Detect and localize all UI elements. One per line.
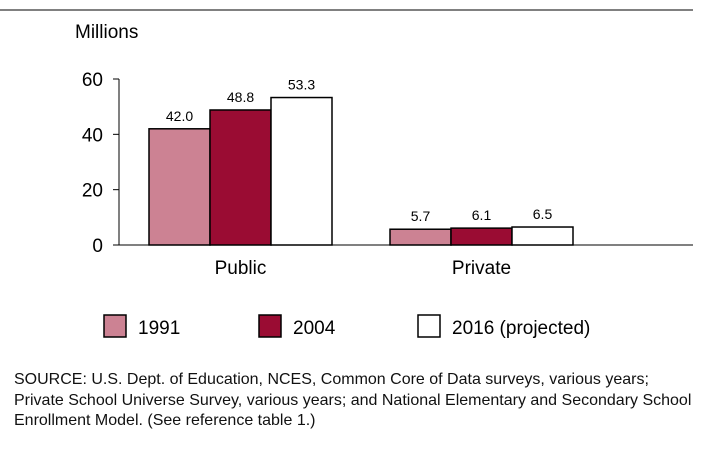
- bar-private-1991: [389, 228, 452, 246]
- bar-private-2004: [450, 227, 513, 246]
- y-tick-label-60: 60: [82, 70, 103, 91]
- data-label-private-1991: 5.7: [411, 208, 431, 224]
- data-label-public-2004: 48.8: [227, 89, 254, 105]
- source-note: SOURCE: U.S. Dept. of Education, NCES, C…: [14, 371, 692, 429]
- bars: 42.0 48.8 53.3 Public 5.7 6.1 6.5 Private: [148, 77, 574, 279]
- legend-label-2016-projected: 2016 (projected): [452, 318, 590, 339]
- category-label-private: Private: [452, 258, 511, 279]
- legend-swatch-2016-projected: [417, 314, 441, 338]
- bar-private-2016-projected: [511, 226, 574, 246]
- bar-public-1991: [148, 128, 211, 246]
- y-tick-label-0: 0: [92, 236, 103, 257]
- legend: 1991 2004 2016 (projected): [103, 314, 590, 339]
- bar-public-2004: [209, 109, 272, 246]
- data-label-public-1991: 42.0: [166, 108, 193, 124]
- bar-chart: Millions 0 20 40 60 42.0 48.8 53.3 Public 5.7 6.…: [0, 9, 693, 339]
- data-label-private-2016-projected: 6.5: [533, 206, 553, 222]
- y-tick-label-40: 40: [82, 125, 103, 146]
- category-label-public: Public: [215, 258, 267, 279]
- legend-label-2004: 2004: [293, 318, 336, 339]
- data-label-public-2016-projected: 53.3: [288, 77, 315, 93]
- legend-label-1991: 1991: [138, 318, 180, 339]
- legend-swatch-2004: [258, 314, 282, 338]
- legend-swatch-1991: [103, 314, 127, 338]
- data-label-private-2004: 6.1: [472, 207, 492, 223]
- y-tick-label-20: 20: [82, 181, 103, 202]
- bar-public-2016-projected: [270, 96, 333, 246]
- y-axis-unit-label: Millions: [75, 22, 138, 43]
